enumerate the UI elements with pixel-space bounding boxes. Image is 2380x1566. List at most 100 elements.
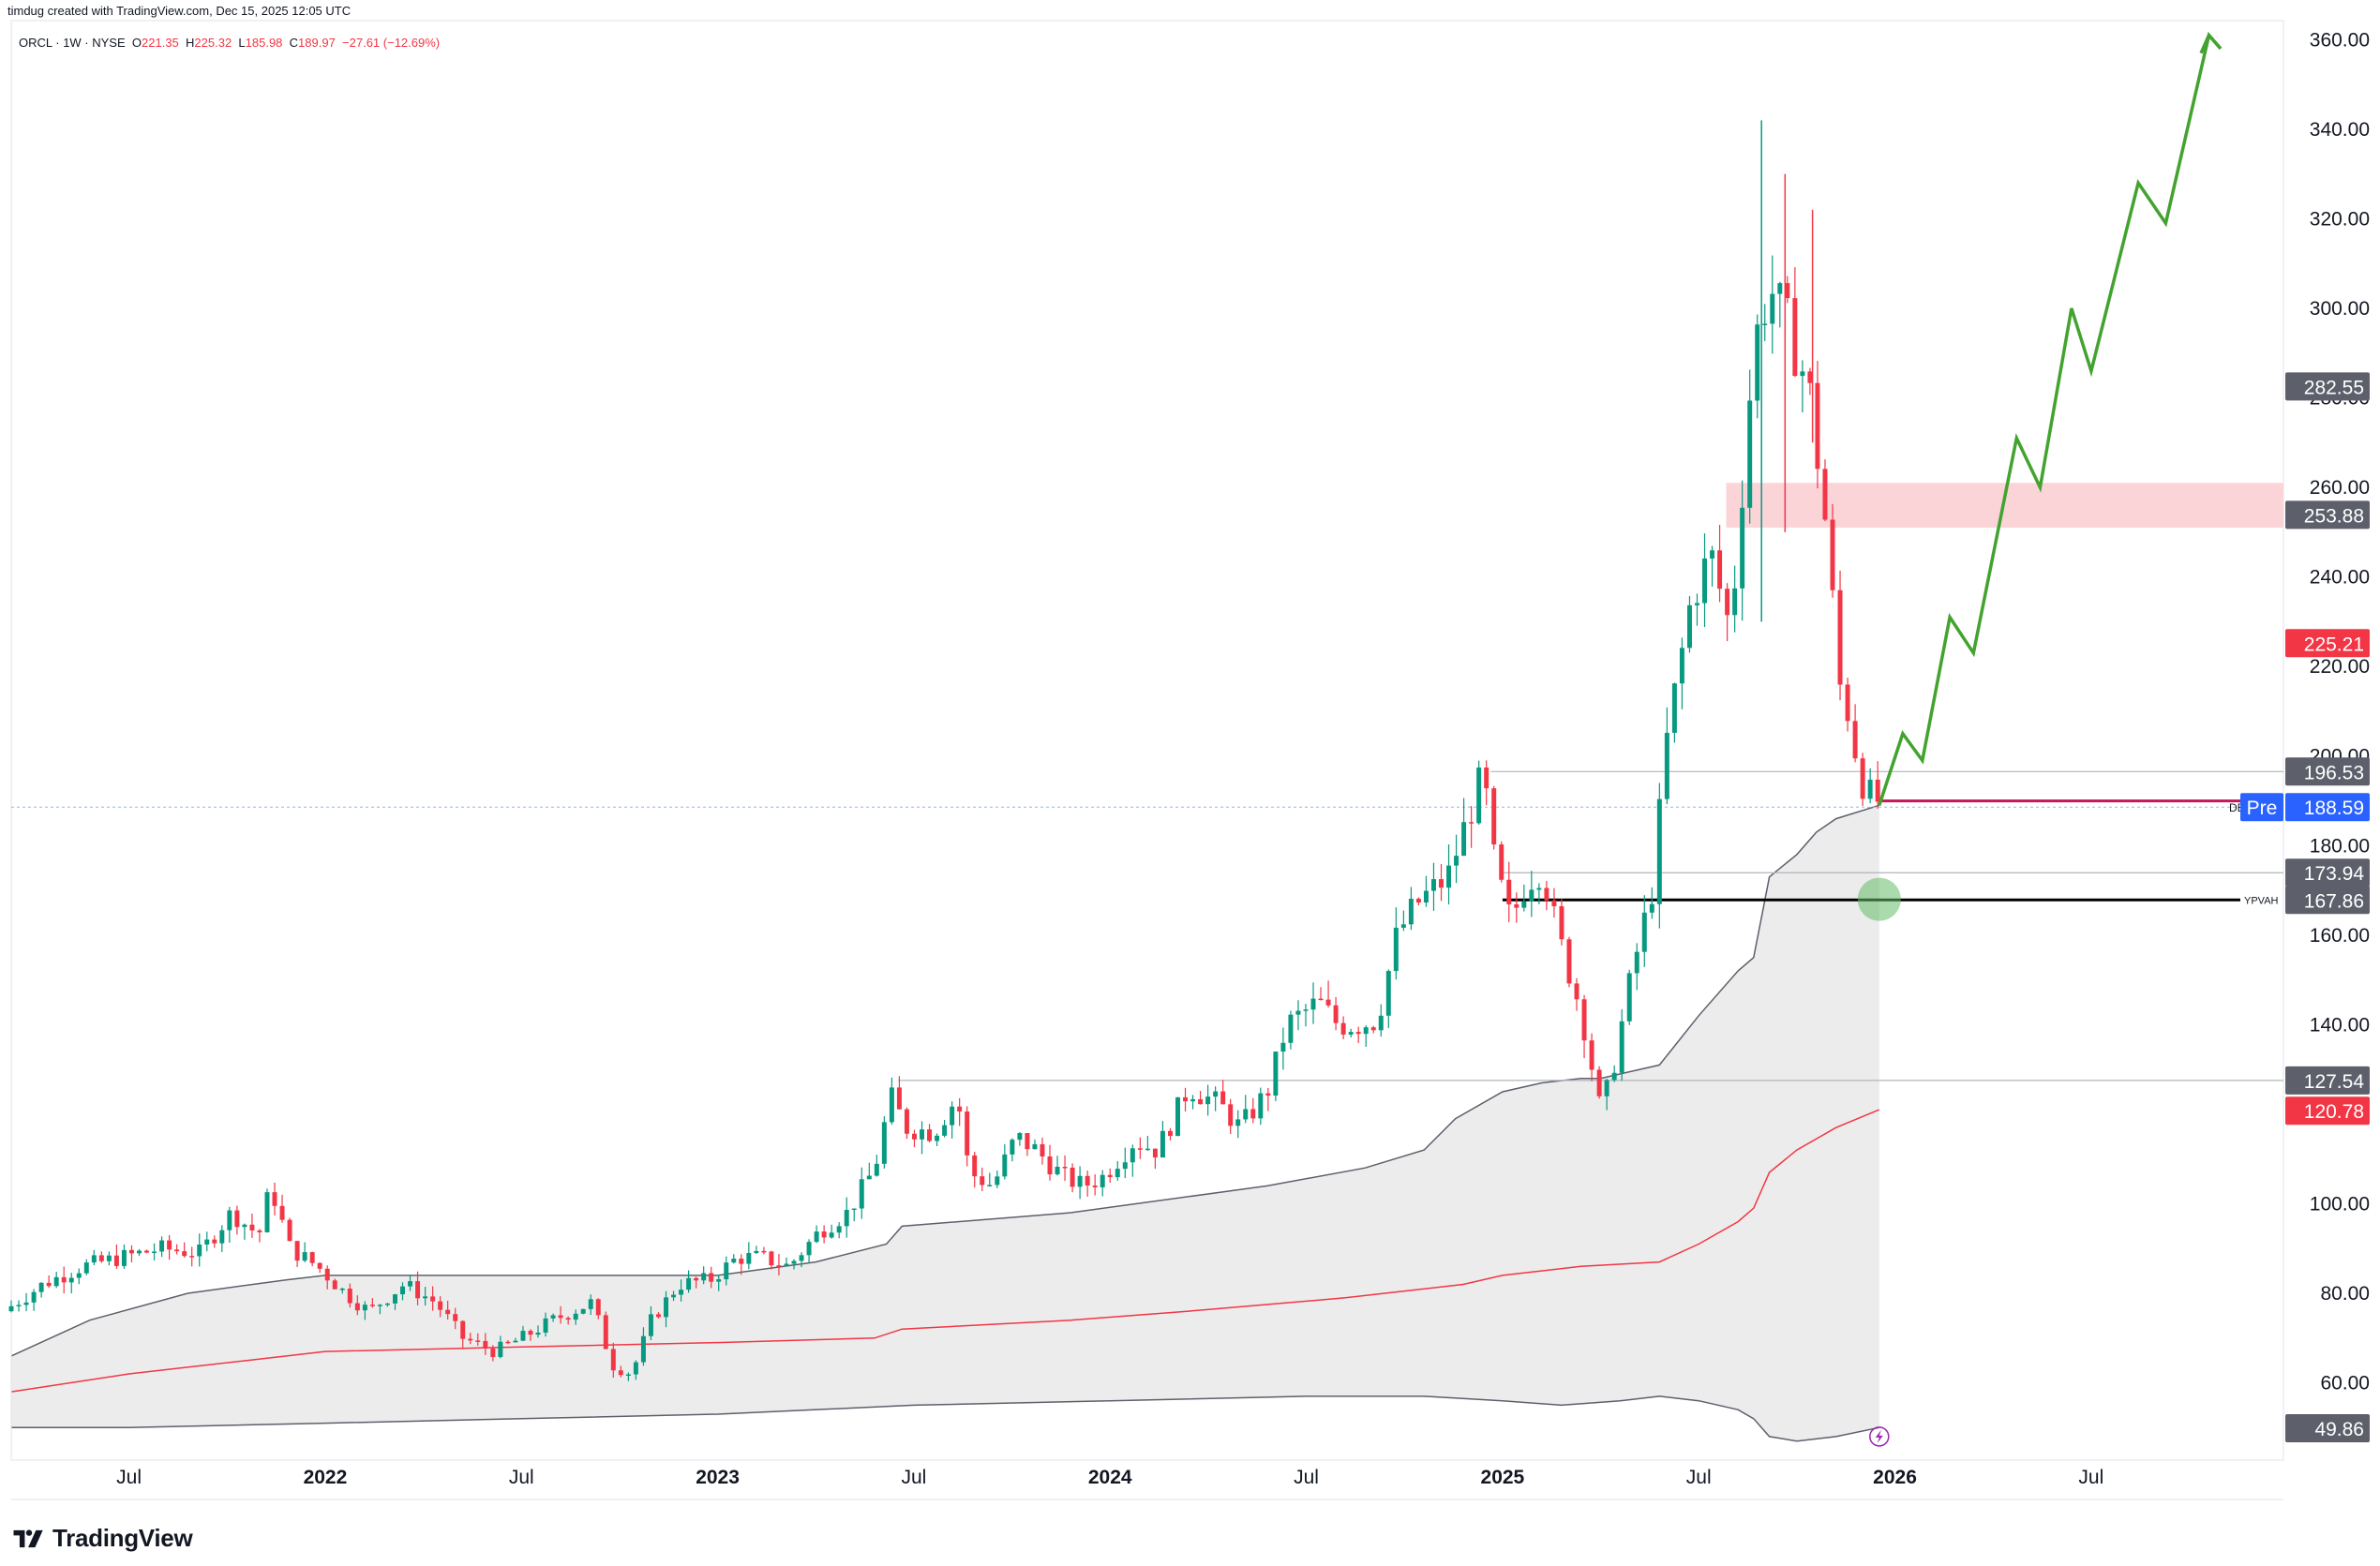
price-label-value: 127.54 — [2304, 1071, 2365, 1093]
candle-body — [1875, 779, 1880, 802]
candle-body — [1220, 1091, 1226, 1105]
candle-body — [287, 1219, 292, 1242]
candle-body — [1800, 371, 1805, 377]
candle-body — [610, 1349, 616, 1371]
candle-body — [1070, 1167, 1075, 1187]
candle-body — [339, 1289, 345, 1290]
y-axis-tick-label: 140.00 — [2310, 1014, 2370, 1036]
candle-body — [1506, 879, 1512, 905]
candle-body — [1310, 998, 1316, 1010]
candle-body — [1228, 1104, 1234, 1126]
candle-body — [1235, 1119, 1241, 1126]
candle-body — [866, 1175, 872, 1180]
candle-body — [1273, 1051, 1279, 1096]
candle-body — [1355, 1032, 1361, 1035]
candle-body — [1333, 1005, 1339, 1023]
candle-body — [1137, 1148, 1143, 1150]
price-label-box — [2285, 886, 2370, 915]
candle-body — [784, 1263, 789, 1266]
price-label-box — [2285, 793, 2370, 822]
candle-body — [1469, 822, 1474, 824]
candle-body — [438, 1301, 443, 1310]
price-label-box — [2285, 757, 2370, 786]
candle-body — [580, 1308, 586, 1314]
candle-body — [362, 1305, 367, 1311]
price-label-box — [2285, 1414, 2370, 1443]
candle-body — [595, 1299, 601, 1316]
candle-body — [106, 1255, 112, 1261]
candle-body — [1454, 856, 1459, 866]
candle-body — [716, 1279, 722, 1282]
candle-body — [38, 1282, 44, 1292]
candle-body — [121, 1249, 127, 1266]
candle-body — [264, 1192, 270, 1232]
candle-body — [1476, 767, 1482, 824]
candle-body — [212, 1239, 217, 1244]
candle-body — [640, 1335, 646, 1363]
candle-body — [1694, 603, 1699, 605]
candle-body — [1702, 558, 1708, 604]
candle-body — [701, 1273, 707, 1281]
candle-body — [679, 1290, 684, 1295]
candle-body — [1671, 683, 1677, 733]
candle-body — [1755, 324, 1760, 401]
candle-body — [219, 1230, 225, 1244]
tradingview-brand[interactable]: TradingView — [13, 1524, 193, 1553]
candle-body — [1792, 298, 1798, 377]
y-axis-tick-label: 300.00 — [2310, 298, 2370, 320]
candle-body — [1040, 1143, 1045, 1156]
candle-body — [1295, 1010, 1301, 1015]
candle-body — [844, 1209, 849, 1227]
candle-body — [1664, 732, 1669, 799]
candle-body — [1604, 1080, 1609, 1096]
x-axis-tick-label: 2026 — [1873, 1467, 1917, 1488]
candles-layer — [8, 120, 1880, 1381]
candle-body — [724, 1262, 729, 1280]
symbol-name: ORCL · 1W · NYSE — [19, 36, 126, 50]
candle-body — [324, 1268, 330, 1281]
candle-body — [1325, 999, 1331, 1006]
candle-body — [197, 1244, 202, 1257]
candle-body — [1740, 507, 1745, 589]
candle-body — [1626, 973, 1632, 1022]
candle-body — [1062, 1166, 1068, 1169]
y-axis-tick-label: 80.00 — [2320, 1283, 2370, 1305]
high-label: H — [186, 36, 195, 50]
candle-body — [490, 1348, 496, 1357]
candle-body — [1732, 588, 1738, 616]
candle-body — [257, 1230, 262, 1232]
symbol-legend[interactable]: ORCL · 1W · NYSE O221.35 H225.32 L185.98… — [19, 36, 440, 50]
candle-body — [1213, 1091, 1219, 1097]
candle-body — [543, 1318, 548, 1333]
x-axis-tick-label: Jul — [1294, 1467, 1319, 1488]
candle-body — [1378, 1015, 1384, 1031]
candle-body — [498, 1341, 503, 1357]
candle-body — [31, 1291, 37, 1303]
candle-body — [1679, 648, 1684, 684]
candle-body — [227, 1210, 232, 1230]
candle-body — [354, 1303, 360, 1311]
candle-body — [483, 1340, 488, 1349]
candle-body — [1085, 1175, 1090, 1186]
candle-body — [1145, 1148, 1150, 1151]
candle-body — [1634, 951, 1639, 974]
candle-body — [836, 1226, 842, 1233]
candle-body — [821, 1231, 827, 1238]
y-axis-tick-label: 160.00 — [2310, 925, 2370, 947]
candle-body — [332, 1280, 337, 1290]
y-axis-tick-label: 320.00 — [2310, 208, 2370, 230]
candle-body — [68, 1277, 74, 1283]
candle-body — [272, 1192, 277, 1206]
candle-body — [1198, 1098, 1204, 1105]
candle-body — [806, 1242, 812, 1256]
moving-average-line — [10, 1109, 1880, 1393]
candle-body — [874, 1163, 879, 1176]
candle-body — [1318, 998, 1324, 1001]
candle-body — [1686, 604, 1692, 649]
price-label-value: 49.86 — [2314, 1419, 2364, 1440]
candle-body — [1747, 400, 1753, 508]
candle-body — [294, 1241, 300, 1261]
candle-body — [1243, 1109, 1249, 1120]
candle-body — [1393, 927, 1399, 972]
